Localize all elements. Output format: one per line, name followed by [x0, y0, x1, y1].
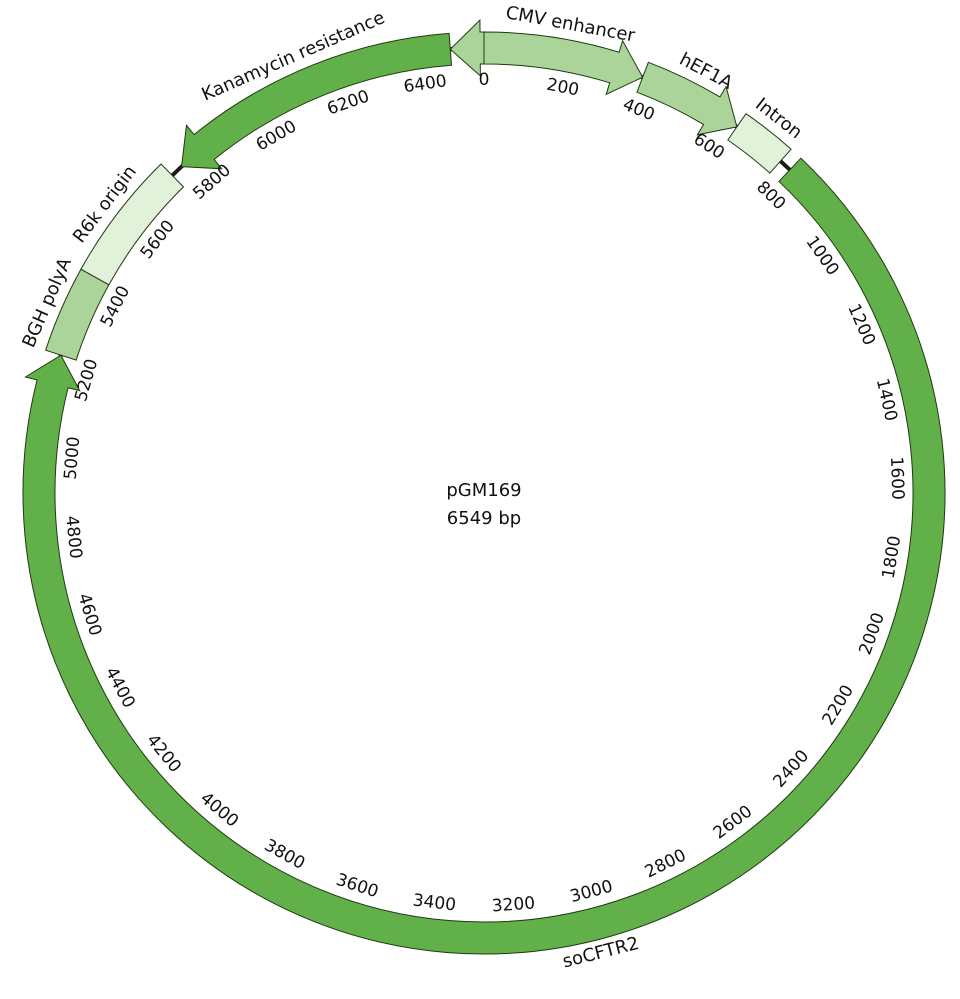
tick-label-400: 400	[620, 95, 658, 126]
features-layer	[22, 18, 946, 955]
tick-label-3400: 3400	[412, 890, 457, 915]
tick-label-4800: 4800	[61, 515, 86, 560]
tick-label-0: 0	[479, 70, 490, 90]
plasmid-name: pGM169	[446, 480, 521, 501]
tick-label-1400: 1400	[872, 376, 901, 423]
feature-small-reverse	[449, 18, 485, 78]
tick-label-200: 200	[545, 75, 581, 101]
plasmid-size: 6549 bp	[447, 508, 521, 529]
tick-label-1800: 1800	[879, 534, 905, 580]
tick-label-5200: 5200	[71, 357, 102, 404]
tick-label-3200: 3200	[491, 893, 536, 916]
tick-label-1600: 1600	[886, 456, 908, 500]
tick-label-3000: 3000	[568, 876, 615, 907]
feature-cmv-enhancer	[483, 31, 644, 96]
feature-r6k-origin	[80, 163, 185, 286]
feature-socftr2	[22, 157, 946, 955]
tick-label-5000: 5000	[61, 436, 85, 481]
tick-label-6400: 6400	[402, 71, 448, 97]
feature-hef1a	[636, 61, 738, 136]
tick-label-600: 600	[690, 129, 728, 163]
feature-intron	[727, 112, 792, 174]
